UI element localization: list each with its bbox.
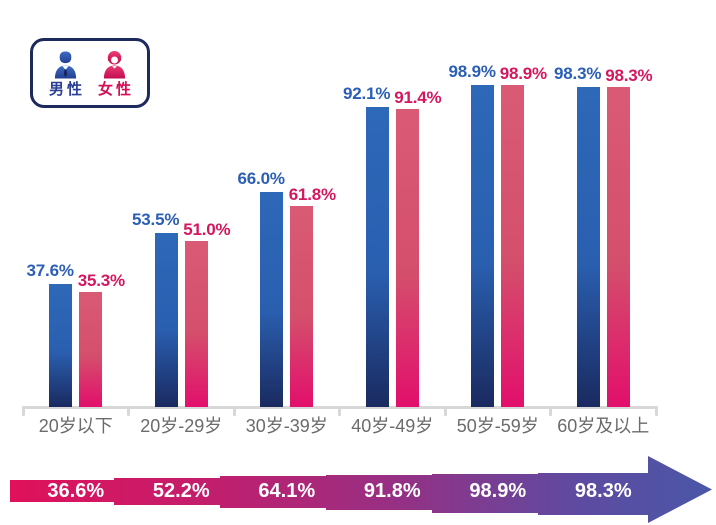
female-bar — [606, 86, 630, 407]
male-bar — [365, 106, 389, 407]
legend-label-male: 男性 — [48, 80, 85, 98]
female-bar — [395, 109, 419, 407]
female-value-label: 35.3% — [77, 270, 125, 290]
arrow-total-label: 52.2% — [153, 480, 210, 502]
axis-tick — [443, 406, 447, 416]
legend-label-female: 女性 — [97, 80, 134, 98]
arrow-head — [648, 456, 712, 523]
male-value-label: 98.3% — [554, 63, 602, 83]
male-value-label: 98.9% — [448, 61, 496, 81]
male-bar — [260, 191, 284, 407]
male-value-label: 37.6% — [26, 261, 74, 281]
category-label: 50岁-59岁 — [456, 416, 539, 436]
male-bar — [154, 232, 178, 407]
male-bar — [471, 84, 495, 407]
category-label: 20岁以下 — [38, 416, 113, 436]
male-value-label: 53.5% — [132, 209, 180, 229]
female-bar — [184, 240, 208, 407]
female-value-label: 98.3% — [605, 65, 653, 85]
male-value-label: 66.0% — [237, 168, 285, 188]
arrow-total-label: 36.6% — [47, 480, 104, 502]
male-icon — [54, 51, 77, 78]
axis-tick — [549, 406, 552, 416]
arrow-total-label: 91.8% — [364, 480, 421, 502]
axis-tick — [127, 406, 130, 416]
category-label: 40岁-49岁 — [351, 416, 434, 436]
arrow-total-label: 98.3% — [575, 480, 632, 502]
category-label: 60岁及以上 — [557, 416, 650, 436]
arrow-total-label: 64.1% — [258, 480, 315, 502]
female-value-label: 51.0% — [183, 219, 231, 239]
legend-item-male: 男性 — [49, 50, 82, 97]
legend-item-female: 女性 — [98, 50, 131, 97]
male-value-label: 92.1% — [343, 83, 391, 103]
female-bar — [290, 205, 314, 407]
axis-tick — [654, 406, 658, 416]
female-value-label: 61.8% — [288, 184, 336, 204]
male-bar — [49, 284, 73, 407]
female-value-label: 98.9% — [499, 63, 547, 83]
category-label: 20岁-29岁 — [140, 416, 223, 436]
arrow-labels: 36.6% 52.2% 64.1% 91.8% 98.9% 98.3% — [47, 480, 631, 502]
female-bar — [501, 84, 525, 407]
arrow-total-label: 98.9% — [469, 480, 526, 502]
category-label: 30岁-39岁 — [245, 416, 328, 436]
female-icon — [103, 50, 126, 78]
male-bar — [576, 86, 600, 407]
axis-tick — [21, 406, 25, 416]
trend-arrow: 36.6% 52.2% 64.1% 91.8% 98.9% 98.3% — [10, 456, 712, 523]
arrow-body — [10, 456, 712, 523]
axis-tick — [338, 406, 341, 416]
legend: 男性 女性 — [30, 38, 150, 108]
axis-tick — [232, 406, 236, 416]
female-value-label: 91.4% — [394, 88, 442, 108]
female-bar — [79, 291, 103, 407]
